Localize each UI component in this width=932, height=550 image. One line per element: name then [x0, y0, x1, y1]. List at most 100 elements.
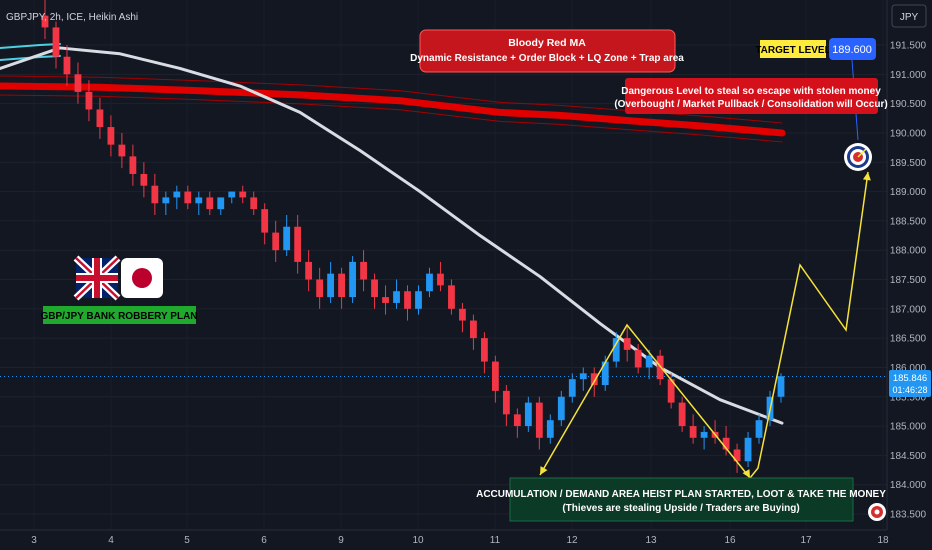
candle-down	[513, 408, 521, 438]
red-ma-description: Dynamic Resistance + Order Block + LQ Zo…	[410, 53, 684, 64]
candle-down	[733, 443, 741, 473]
time-tick-label: 3	[31, 535, 37, 546]
candle-up	[645, 349, 653, 380]
candle-down	[316, 267, 324, 309]
candle-down	[118, 132, 126, 169]
candle-down	[272, 220, 280, 262]
time-tick-label: 5	[184, 535, 190, 546]
price-tick-label: 191.000	[890, 70, 927, 81]
price-tick-label: 187.500	[890, 275, 927, 286]
price-tick-label: 183.500	[890, 510, 927, 521]
time-tick-label: 12	[566, 535, 578, 546]
price-tick-label: 190.000	[890, 128, 927, 139]
plan-label-bg	[43, 306, 196, 324]
candle-up	[393, 279, 400, 309]
candle-down	[535, 396, 543, 450]
candle-down	[305, 250, 313, 292]
target-value-badge	[829, 38, 876, 60]
price-tick-label: 189.500	[890, 158, 927, 169]
candle-down	[52, 21, 60, 69]
tv-logo-icon[interactable]	[868, 503, 886, 521]
candle-up	[327, 261, 335, 303]
price-tick-label: 188.500	[890, 216, 927, 227]
japan-flag-icon	[121, 258, 163, 298]
chart-title: GBPJPY, 2h, ICE, Heikin Ashi	[6, 12, 138, 23]
time-tick-label: 4	[108, 535, 114, 546]
candle-up	[217, 197, 225, 216]
time-tick-label: 16	[724, 535, 736, 546]
candle-down	[63, 45, 71, 87]
candle-down	[502, 385, 510, 427]
red-ma-box	[419, 29, 676, 73]
time-tick-label: 11	[490, 535, 501, 546]
candle-up	[744, 431, 752, 468]
candle-down	[85, 80, 93, 122]
candle-up	[557, 390, 565, 427]
candle-down	[107, 115, 115, 157]
price-tick-label: 186.500	[890, 334, 927, 345]
candle-down	[382, 285, 389, 315]
candle-down	[140, 162, 148, 198]
price-tick-label: 186.000	[890, 363, 927, 374]
currency-button[interactable]	[891, 4, 927, 28]
price-tick-label: 191.500	[890, 41, 927, 52]
last-price-value: 185.846	[893, 373, 927, 384]
candle-down	[206, 191, 214, 216]
price-tick-label: 184.000	[890, 480, 927, 491]
candle-up	[195, 191, 203, 216]
candle-down	[491, 355, 499, 403]
candle-down	[404, 285, 411, 321]
time-tick-label: 18	[877, 535, 889, 546]
time-tick-label: 13	[645, 535, 657, 546]
last-price-badge	[889, 370, 931, 397]
uk-flag-icon	[73, 255, 121, 301]
candle-down	[239, 185, 247, 204]
time-tick-label: 6	[261, 535, 267, 546]
accumulation-box	[509, 477, 854, 522]
target-level-label-bg	[760, 40, 826, 58]
candle-down	[360, 250, 367, 292]
candle-up	[568, 373, 576, 403]
candle-down	[294, 215, 302, 274]
candle-down	[371, 273, 378, 309]
candle-down	[678, 396, 686, 432]
time-axis[interactable]: 3 4 5 6 9 10 11 12 13 16 17 18	[31, 535, 889, 546]
candle-down	[470, 314, 477, 350]
currency-label: JPY	[900, 12, 919, 23]
candle-down	[41, 0, 49, 40]
candle-up	[349, 256, 356, 303]
price-tick-label: 187.000	[890, 304, 927, 315]
price-axis[interactable]: 191.500 191.000 190.500 190.000 189.500 189.0…	[890, 41, 927, 521]
price-tick-label: 190.500	[890, 99, 927, 110]
countdown-timer: 01:46:28	[892, 385, 927, 395]
candle-up	[162, 191, 170, 216]
candle-up	[228, 191, 236, 204]
target-value: 189.600	[832, 44, 872, 56]
red-ma-lower	[0, 94, 783, 143]
candle-down	[261, 203, 269, 245]
danger-line-1: Dangerous Level to steal so escape with …	[621, 86, 881, 97]
danger-level-box	[625, 78, 878, 114]
price-tick-label: 184.500	[890, 451, 927, 462]
target-icon	[844, 143, 872, 171]
candle-down	[634, 343, 642, 374]
candle-down	[689, 414, 697, 444]
candle-down	[437, 261, 444, 292]
red-ma-title: Bloody Red MA	[508, 37, 586, 49]
candle-down	[74, 62, 82, 104]
candle-down	[96, 97, 104, 139]
candle-up	[426, 267, 433, 298]
time-tick-label: 10	[412, 535, 424, 546]
price-tick-label: 185.000	[890, 422, 927, 433]
plan-label: GBP/JPY BANK ROBBERY PLAN	[40, 311, 197, 322]
candle-down	[623, 326, 631, 362]
candle-up	[777, 373, 785, 403]
time-tick-label: 9	[338, 535, 344, 546]
arrow-head-mid	[742, 469, 750, 478]
candle-up	[524, 396, 532, 432]
arrow-head-left	[540, 466, 548, 475]
candle-down	[184, 185, 192, 210]
candle-down	[338, 267, 346, 309]
zigzag-line	[539, 171, 869, 480]
